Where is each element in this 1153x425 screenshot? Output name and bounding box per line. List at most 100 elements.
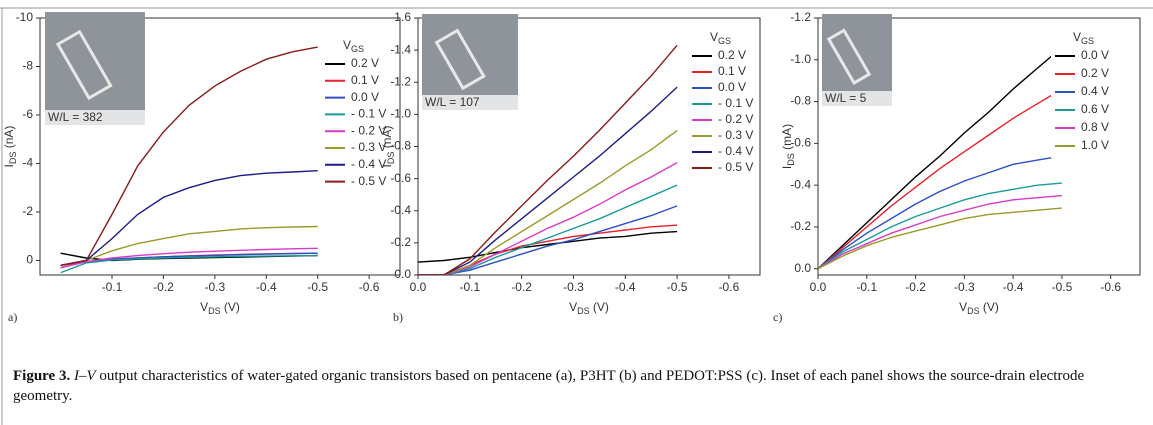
data-line <box>60 252 318 269</box>
y-tick-label: 0.0 <box>794 261 811 275</box>
legend-label: 0.2 V <box>351 56 379 70</box>
data-line <box>818 194 1062 270</box>
x-tick-label: -0.5 <box>307 280 328 294</box>
data-line <box>60 225 318 266</box>
legend-label: - 0.4 V <box>351 157 386 171</box>
legend-label: 0.0 V <box>718 80 746 94</box>
y-tick-label: -0.4 <box>790 177 811 191</box>
y-axis-label: IDS (mA) <box>780 124 796 169</box>
legend-bg <box>321 34 396 193</box>
y-tick-label: -1.6 <box>390 10 411 24</box>
legend-label: - 0.2 V <box>718 112 753 126</box>
inset-image <box>822 14 892 106</box>
legend-label: 0.6 V <box>1081 102 1109 116</box>
y-tick-label: -0.6 <box>790 136 811 150</box>
x-axis-label-sub: DS <box>967 306 980 316</box>
y-axis-label: IDS (nA) <box>2 126 18 168</box>
inset-electrode <box>434 28 486 91</box>
legend-label: - 0.2 V <box>351 123 386 137</box>
frame-left-lower <box>1 360 3 425</box>
legend-label: - 0.4 V <box>718 144 753 158</box>
data-line <box>818 182 1062 270</box>
legend-label: 0.2 V <box>1081 66 1109 80</box>
legend-label: - 0.1 V <box>351 107 386 121</box>
plot-frame <box>39 17 401 276</box>
figure: -0.1 -0.2 -0.3 -0.4 -0.5 -0.6 0 -2 -4 -6 -8 -10 VDS … <box>0 7 1153 360</box>
inset-label: W/L = 5 <box>825 91 867 105</box>
y-axis-label-main: I <box>380 164 394 167</box>
y-tick-label: -1.2 <box>790 10 811 24</box>
data-line <box>418 129 678 275</box>
inset-electrode <box>826 28 872 85</box>
legend-label: 0.1 V <box>718 64 746 78</box>
x-tick-label: -0.2 <box>905 280 926 294</box>
y-tick-label: -0.8 <box>790 94 811 108</box>
data-line <box>60 254 318 274</box>
caption-text: output characteristics of water-gated or… <box>13 368 1085 404</box>
data-line <box>418 205 678 275</box>
legend-title: VGS <box>710 30 731 46</box>
y-axis-label-unit: (nA) <box>380 126 394 152</box>
x-tick-label: 0.0 <box>810 280 827 294</box>
inset-image <box>422 14 518 110</box>
y-tick-label: -0.8 <box>390 139 411 153</box>
data-line <box>418 161 678 275</box>
y-tick-label: 0.0 <box>394 267 411 281</box>
y-tick-label: -0.6 <box>390 171 411 185</box>
y-tick-label: 0 <box>26 253 33 267</box>
x-axis-label: VDS (V) <box>569 300 609 316</box>
legend-label: - 0.5 V <box>351 174 386 188</box>
data-line <box>60 46 318 266</box>
legend-label: - 0.5 V <box>718 160 753 174</box>
x-tick-label: -0.6 <box>1100 280 1121 294</box>
data-line <box>60 170 318 266</box>
legend-label: 1.0 V <box>1081 138 1109 152</box>
y-tick-label: -1.0 <box>390 107 411 121</box>
data-line <box>418 184 678 275</box>
y-tick-label: -6 <box>22 107 33 121</box>
x-tick-label: -0.4 <box>615 280 636 294</box>
y-axis-label-sub: DS <box>386 152 396 165</box>
legend-title: VGS <box>343 38 364 54</box>
y-tick-label: -10 <box>16 10 34 24</box>
legend-label: - 0.3 V <box>351 140 386 154</box>
x-tick-label: -0.4 <box>1003 280 1024 294</box>
data-line <box>418 230 678 263</box>
data-line <box>818 207 1062 270</box>
inset-label: W/L = 107 <box>425 95 480 109</box>
y-tick-label: -8 <box>22 59 33 73</box>
legend-title-sub: GS <box>1081 36 1094 46</box>
x-tick-label: -0.5 <box>667 280 688 294</box>
legend-label: - 0.1 V <box>718 96 753 110</box>
legend-title-main: V <box>1073 30 1081 44</box>
legend-label: 0.2 V <box>718 48 746 62</box>
x-axis-label-main: V <box>200 300 208 314</box>
inset-image <box>45 12 145 125</box>
data-line <box>818 155 1063 270</box>
inset-label-bg <box>822 91 892 106</box>
x-tick-label: -0.4 <box>256 280 277 294</box>
legend-label: 0.0 V <box>1081 48 1109 62</box>
y-tick-label: -0.2 <box>790 219 811 233</box>
legend-label: 0.1 V <box>351 73 379 87</box>
x-axis-label-unit: (V) <box>980 300 999 314</box>
data-line <box>818 88 1063 270</box>
legend-title-main: V <box>710 30 718 44</box>
caption-italic: I–V <box>73 368 96 384</box>
x-tick-label: -0.3 <box>954 280 975 294</box>
x-tick-label: -0.6 <box>719 280 740 294</box>
x-axis-label-main: V <box>959 300 967 314</box>
y-tick-label: -1.2 <box>390 74 411 88</box>
plot-frame <box>817 17 1141 276</box>
x-axis-label-main: V <box>569 300 577 314</box>
data-line <box>818 46 1063 270</box>
legend-label: 0.0 V <box>351 90 379 104</box>
x-axis-label-unit: (V) <box>221 300 240 314</box>
x-tick-label: -0.2 <box>153 280 174 294</box>
y-axis-label-sub: DS <box>8 152 18 165</box>
x-tick-label: -0.5 <box>1052 280 1073 294</box>
y-tick-label: -1.0 <box>790 52 811 66</box>
x-axis-label: VDS (V) <box>200 300 240 316</box>
x-axis-label-sub: DS <box>208 306 221 316</box>
